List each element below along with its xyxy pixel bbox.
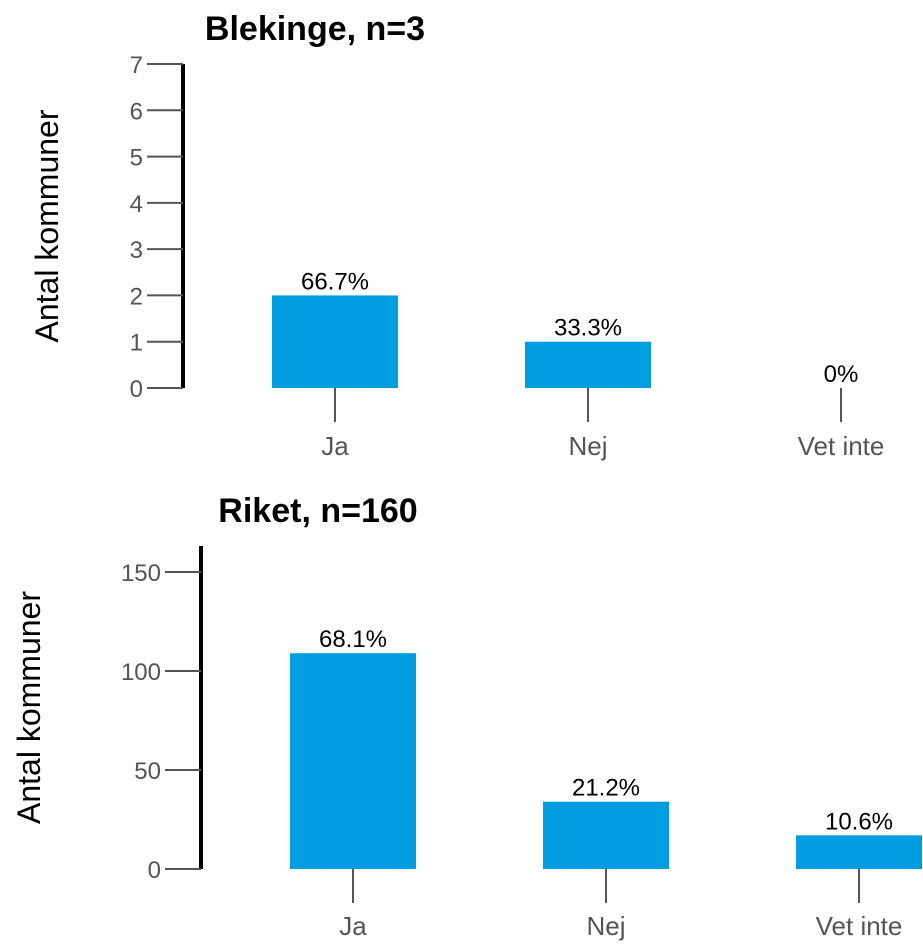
data-label: 0% bbox=[824, 361, 859, 388]
y-tick-label: 2 bbox=[130, 283, 143, 310]
data-label: 21.2% bbox=[572, 775, 640, 802]
x-tick-label: Ja bbox=[321, 431, 349, 461]
y-tick-label: 5 bbox=[130, 145, 143, 172]
y-tick-label: 3 bbox=[130, 237, 143, 264]
y-tick-label: 1 bbox=[130, 330, 143, 357]
data-label: 68.1% bbox=[319, 626, 387, 653]
chart-title: Riket, n=160 bbox=[218, 492, 417, 530]
y-tick-label: 4 bbox=[130, 191, 143, 218]
y-axis-label: Antal kommuner bbox=[11, 591, 47, 824]
data-label: 66.7% bbox=[301, 268, 369, 295]
bar-ja bbox=[290, 653, 416, 869]
data-label: 10.6% bbox=[825, 808, 893, 835]
y-tick-label: 0 bbox=[148, 857, 161, 884]
bar-ja bbox=[272, 295, 398, 388]
x-tick-label: Nej bbox=[568, 431, 607, 461]
bar-vet-inte bbox=[796, 835, 922, 869]
y-tick-label: 50 bbox=[134, 758, 161, 785]
chart-title: Blekinge, n=3 bbox=[205, 10, 425, 48]
bar-nej bbox=[543, 801, 669, 869]
x-tick-label: Vet inte bbox=[816, 911, 903, 941]
x-tick-label: Ja bbox=[339, 911, 367, 941]
x-tick-label: Nej bbox=[586, 911, 625, 941]
y-axis-label: Antal kommuner bbox=[29, 109, 65, 342]
y-tick-label: 150 bbox=[121, 560, 161, 587]
bar-nej bbox=[525, 341, 651, 388]
x-tick-label: Vet inte bbox=[798, 431, 885, 461]
y-tick-label: 6 bbox=[130, 98, 143, 125]
y-tick-label: 100 bbox=[121, 659, 161, 686]
y-tick-label: 7 bbox=[130, 52, 143, 79]
y-tick-label: 0 bbox=[130, 376, 143, 403]
data-label: 33.3% bbox=[554, 315, 622, 342]
